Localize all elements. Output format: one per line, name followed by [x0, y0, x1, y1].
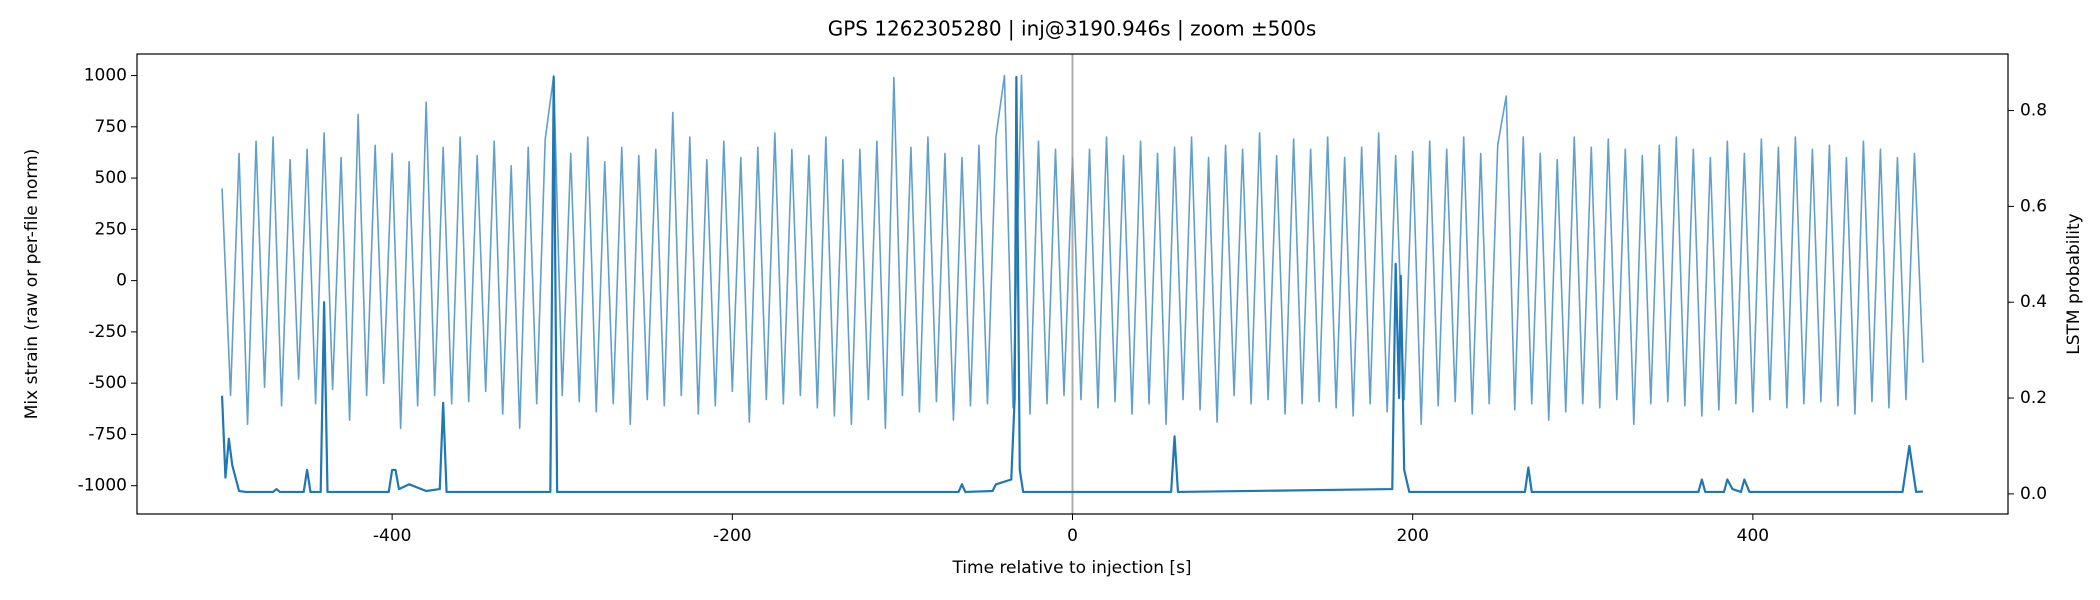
- y-tick-label: 0: [116, 271, 127, 291]
- y-tick-label: -500: [88, 373, 127, 393]
- x-tick-label: -400: [373, 526, 412, 546]
- plot-area: [220, 54, 1924, 514]
- x-tick-label: 0: [1067, 526, 1078, 546]
- y-tick-label: -250: [88, 322, 127, 342]
- x-tick-label: 400: [1737, 526, 1769, 546]
- axes-frame: [136, 53, 2009, 515]
- x-axis-label: Time relative to injection [s]: [951, 558, 1191, 578]
- x-tick-label: -200: [713, 526, 752, 546]
- data-line: [220, 75, 1924, 494]
- x-tick-label: 200: [1396, 526, 1428, 546]
- y-tick-label: -750: [88, 424, 127, 444]
- y2-tick-label: 0.4: [2020, 292, 2047, 312]
- y-tick-label: 750: [95, 117, 127, 137]
- y2-tick-label: 0.2: [2020, 388, 2047, 408]
- y2-axis-label: LSTM probability: [2064, 213, 2084, 354]
- y-tick-label: -1000: [78, 476, 127, 496]
- chart-title: GPS 1262305280 | inj@3190.946s | zoom ±5…: [828, 17, 1317, 41]
- y2-tick-label: 0.6: [2020, 196, 2047, 216]
- y-axis-label: Mix strain (raw or per-file norm): [22, 149, 42, 419]
- y-tick-label: 500: [95, 168, 127, 188]
- y-tick-label: 250: [95, 219, 127, 239]
- y-tick-label: 1000: [84, 66, 127, 86]
- y2-tick-label: 0.0: [2020, 484, 2047, 504]
- y2-tick-label: 0.8: [2020, 101, 2047, 121]
